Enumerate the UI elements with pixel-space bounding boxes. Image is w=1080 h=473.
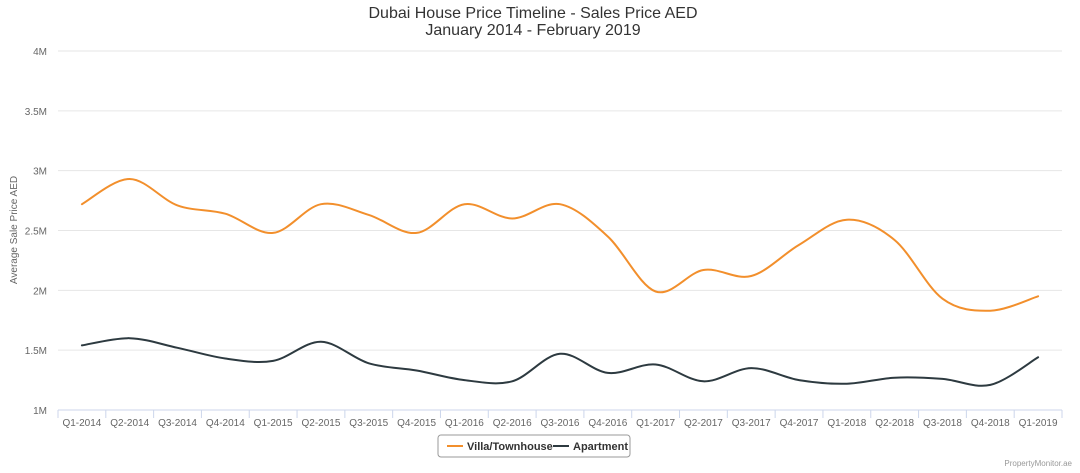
legend-item-villa[interactable]: Villa/Townhouse: [447, 441, 553, 453]
y-tick-label: 1M: [33, 406, 47, 417]
x-tick-label: Q3-2015: [349, 418, 388, 429]
x-tick-label: Q2-2016: [493, 418, 532, 429]
y-tick-label: 3.5M: [25, 107, 47, 118]
x-tick-label: Q2-2017: [684, 418, 723, 429]
chart-title: Dubai House Price Timeline - Sales Price…: [368, 5, 697, 22]
x-tick-label: Q3-2018: [923, 418, 962, 429]
x-tick-label: Q4-2016: [588, 418, 627, 429]
x-tick-label: Q3-2016: [541, 418, 580, 429]
x-tick-label: Q3-2014: [158, 418, 197, 429]
x-tick-label: Q1-2014: [62, 418, 101, 429]
series-line-apartment[interactable]: [80, 337, 1040, 387]
y-tick-label: 1.5M: [25, 346, 47, 357]
x-axis: Q1-2014 Q2-2014 Q3-2014 Q4-2014 Q1-2015 Q2-20…: [57, 409, 1063, 429]
x-tick-label: Q4-2014: [206, 418, 245, 429]
y-tick-label: 4M: [33, 47, 47, 58]
x-tick-label: Q1-2016: [445, 418, 484, 429]
legend-label-apartment: Apartment: [573, 441, 628, 453]
legend: Villa/Townhouse Apartment: [437, 434, 631, 458]
grid-lines: [58, 50, 1062, 351]
y-tick-label: 2.5M: [25, 227, 47, 238]
x-tick-label: Q1-2015: [254, 418, 293, 429]
x-tick-label: Q2-2014: [110, 418, 149, 429]
series-line-villa-townhouse[interactable]: [80, 177, 1040, 312]
chart-subtitle: January 2014 - February 2019: [425, 22, 640, 39]
y-tick-label: 2M: [33, 286, 47, 297]
y-axis-label: Average Sale Price AED: [9, 176, 20, 284]
x-tick-label: Q1-2017: [636, 418, 675, 429]
x-tick-label: Q1-2018: [827, 418, 866, 429]
credit-label[interactable]: PropertyMonitor.ae: [1004, 459, 1072, 468]
legend-box: [437, 434, 631, 458]
x-tick-label: Q2-2015: [301, 418, 340, 429]
y-axis-ticks: 1M 1.5M 2M 2.5M 3M 3.5M 4M: [25, 47, 47, 417]
x-tick-label: Q2-2018: [875, 418, 914, 429]
x-tick-label: Q3-2017: [732, 418, 771, 429]
x-tick-label: Q4-2017: [780, 418, 819, 429]
x-tick-label: Q4-2015: [397, 418, 436, 429]
y-tick-label: 3M: [33, 167, 47, 178]
x-tick-label: Q4-2018: [971, 418, 1010, 429]
legend-item-apartment[interactable]: Apartment: [553, 441, 628, 453]
x-tick-label: Q1-2019: [1019, 418, 1058, 429]
series-lines: [80, 177, 1040, 387]
legend-label-villa: Villa/Townhouse: [467, 441, 553, 453]
